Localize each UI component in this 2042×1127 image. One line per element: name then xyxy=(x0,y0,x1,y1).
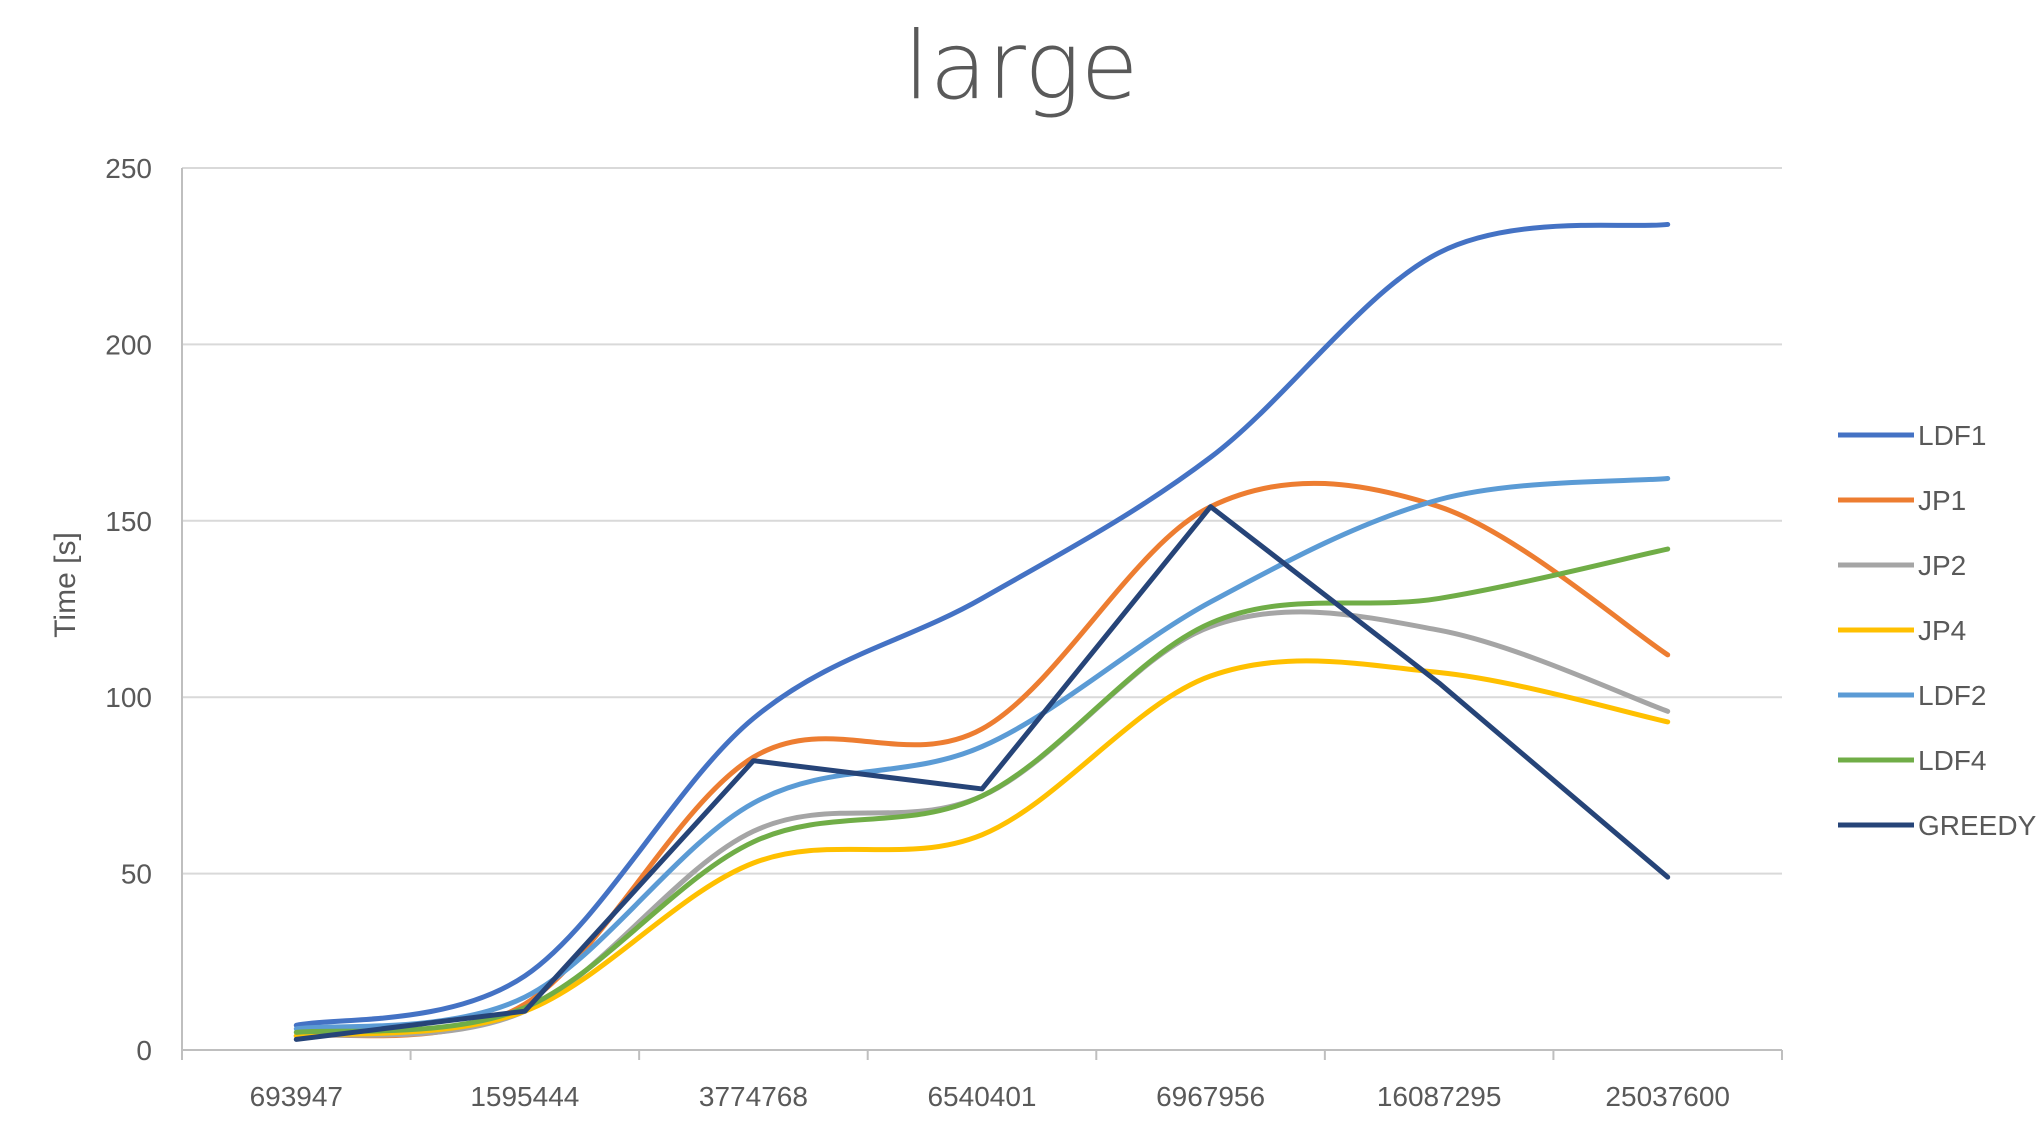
series-line-ldf1 xyxy=(293,221,1671,1028)
legend-label: JP1 xyxy=(1918,485,1966,516)
x-tick-label: 25037600 xyxy=(1605,1081,1730,1112)
legend-label: GREEDY xyxy=(1918,810,2037,841)
series-lines xyxy=(293,221,1671,1042)
legend-label: LDF4 xyxy=(1918,745,1986,776)
y-tick-label: 150 xyxy=(105,506,152,537)
legend-label: JP4 xyxy=(1918,615,1966,646)
y-tick-label: 250 xyxy=(105,153,152,184)
y-axis-label: Time [s] xyxy=(49,532,82,638)
x-tick-label: 6967956 xyxy=(1156,1081,1265,1112)
y-tick-label: 100 xyxy=(105,682,152,713)
chart-title: large xyxy=(904,12,1139,121)
legend-label: JP2 xyxy=(1918,550,1966,581)
x-tick-label: 16087295 xyxy=(1377,1081,1502,1112)
axes: 0 50 100 150 200 250 693947 1595444 3774768 65404… xyxy=(105,153,1783,1112)
y-tick-label: 0 xyxy=(136,1035,152,1066)
legend: LDF1 JP1 JP2 JP4 LDF2 LDF4 GREEDY xyxy=(1838,420,2037,841)
legend-label: LDF1 xyxy=(1918,420,1986,451)
legend-label: LDF2 xyxy=(1918,680,1986,711)
series-line-ldf2 xyxy=(293,475,1671,1032)
y-tick-label: 200 xyxy=(105,329,152,360)
y-tick-label: 50 xyxy=(121,859,152,890)
x-tick-label: 3774768 xyxy=(699,1081,808,1112)
series-line-jp4 xyxy=(293,658,1671,1039)
series-line-jp1 xyxy=(293,480,1671,1039)
x-tick-label: 1595444 xyxy=(470,1081,579,1112)
series-line-greedy xyxy=(293,504,1671,1042)
gridlines xyxy=(182,167,1782,875)
x-tick-label: 6540401 xyxy=(927,1081,1036,1112)
x-tick-label: 693947 xyxy=(250,1081,343,1112)
